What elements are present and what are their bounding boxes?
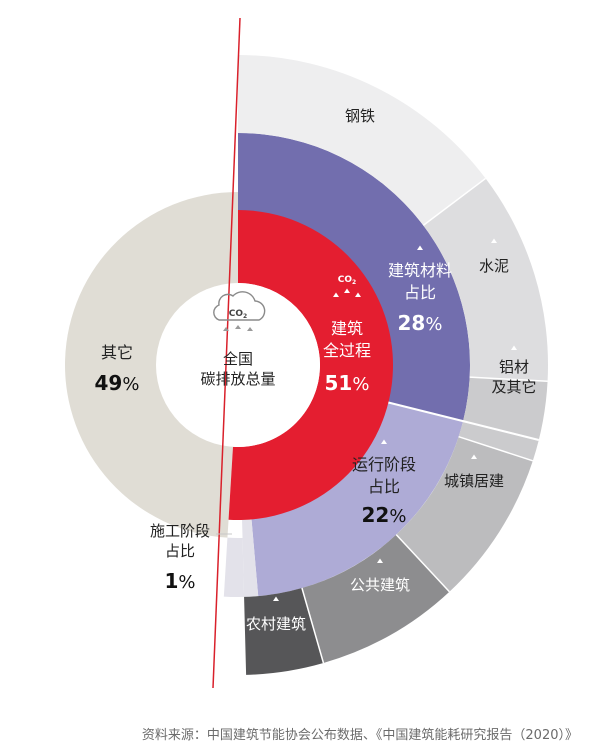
- labels-layer: CO2全国碳排放总量CO2建筑全过程51%其它49%建筑材料占比28%运行阶段占…: [95, 107, 537, 633]
- materials-label-line1: 建筑材料: [388, 261, 452, 280]
- operation-value-number: 22: [362, 503, 390, 527]
- materials-label-line2: 占比: [404, 283, 436, 302]
- slice-other: [65, 192, 239, 538]
- outer-separator-1: [469, 376, 548, 382]
- urban-label: 城镇居建: [444, 472, 504, 490]
- slice-operation: [251, 402, 464, 597]
- outer-separator-2: [458, 435, 534, 462]
- building-co2-text: CO2: [338, 275, 356, 286]
- rural-arrow: [273, 596, 279, 601]
- operation-arrow: [381, 439, 387, 444]
- building-value-number: 51: [325, 371, 353, 395]
- slice-construction-cap: [223, 537, 245, 597]
- construction-value-number: 1: [164, 569, 178, 593]
- cloud-arrow-0: [223, 327, 229, 331]
- slice-public: [301, 534, 450, 663]
- cloud-arrow-2: [247, 327, 253, 331]
- reference-line: [212, 17, 241, 689]
- other-value: 49%: [95, 371, 140, 395]
- building-co2-sub: 2: [352, 279, 356, 286]
- building-label-line2: 全过程: [323, 341, 371, 360]
- building-label-line1: 建筑: [331, 319, 363, 338]
- cement-arrow: [491, 238, 497, 243]
- other-value-number: 49: [95, 371, 123, 395]
- other-label: 其它: [101, 343, 133, 362]
- materials-value-unit: %: [425, 314, 442, 335]
- urban-arrow: [471, 454, 477, 459]
- operation-value: 22%: [362, 503, 407, 527]
- construction-value-unit: %: [178, 572, 195, 593]
- slice-building: [228, 210, 394, 520]
- slices-layer: [65, 55, 548, 675]
- outer-separator-4: [301, 587, 325, 664]
- operation-label-line1: 运行阶段: [352, 455, 416, 474]
- cloud-arrow-1: [235, 325, 241, 329]
- building-arrow-3: [355, 292, 361, 297]
- slice-materials: [238, 133, 471, 422]
- public-arrow: [377, 558, 383, 563]
- decor-layer: [212, 17, 548, 689]
- cloud-co2-text: CO2: [229, 309, 247, 320]
- cement-label: 水泥: [479, 257, 509, 275]
- slice-aluminum: [458, 377, 548, 461]
- slice-cement: [423, 178, 548, 382]
- construction-label-line1: 施工阶段: [150, 522, 210, 540]
- outer-separator-0: [422, 177, 487, 226]
- outer-separator-3: [395, 534, 450, 593]
- aluminum-label-line1: 铝材: [499, 358, 529, 376]
- materials-arrow: [417, 245, 423, 250]
- cloud-co2-sub: 2: [243, 313, 247, 320]
- slice-urban: [396, 436, 533, 592]
- operation-label-line2: 占比: [368, 477, 400, 496]
- building-value-unit: %: [352, 374, 369, 395]
- rural-label: 农村建筑: [246, 615, 306, 633]
- building-value: 51%: [325, 371, 370, 395]
- aluminum-label-line2: 及其它: [491, 378, 536, 396]
- slice-steel: [238, 55, 486, 226]
- co2-cloud-icon: [213, 291, 266, 321]
- center-label-line2: 碳排放总量: [200, 370, 275, 388]
- building-arrow-2: [344, 288, 350, 293]
- materials-value-number: 28: [398, 311, 426, 335]
- cloud-outline: [213, 291, 266, 321]
- building-arrow-1: [333, 292, 339, 297]
- aluminum-arrow: [511, 345, 517, 350]
- middle-separator: [388, 401, 540, 441]
- operation-value-unit: %: [389, 506, 406, 527]
- center-label-line1: 全国: [223, 350, 253, 368]
- public-label: 公共建筑: [350, 576, 410, 594]
- slice-rural: [244, 588, 324, 675]
- construction-label-line2: 占比: [165, 542, 195, 560]
- slice-construction: [242, 517, 259, 597]
- construction-value: 1%: [164, 569, 195, 593]
- center-hole: [156, 283, 320, 447]
- steel-label: 钢铁: [345, 107, 375, 125]
- source-note: 资料来源：中国建筑节能协会公布数据、《中国建筑能耗研究报告（2020）》: [141, 728, 578, 743]
- materials-value: 28%: [398, 311, 443, 335]
- other-value-unit: %: [122, 374, 139, 395]
